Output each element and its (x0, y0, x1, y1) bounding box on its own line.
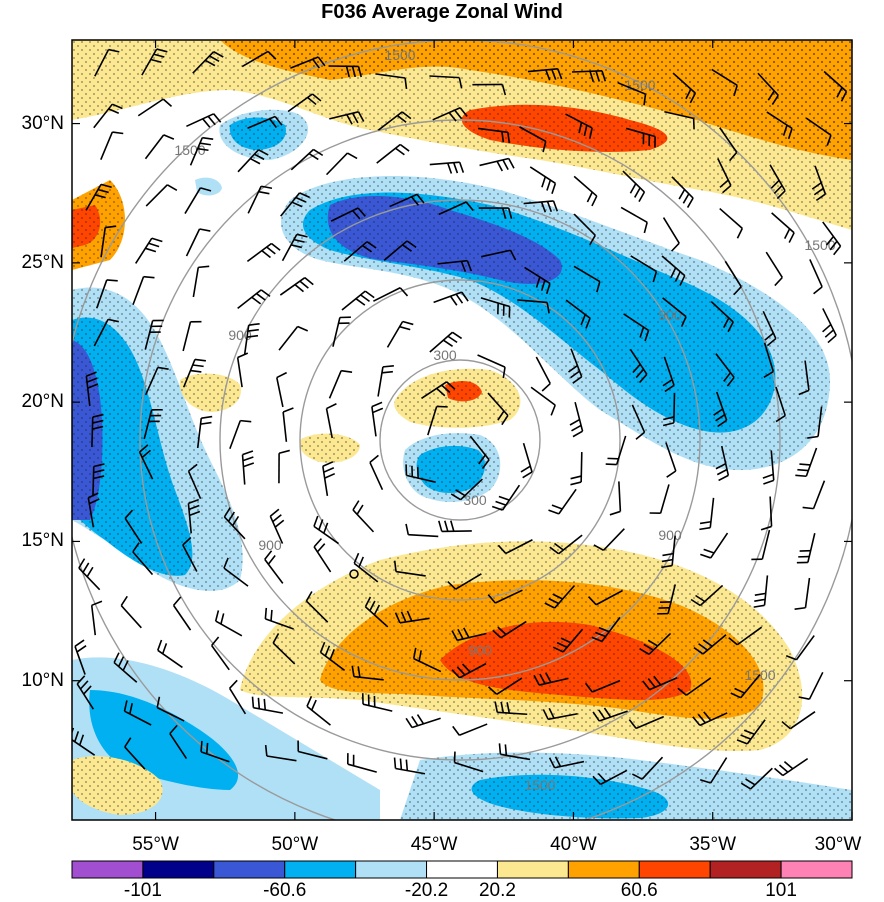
colorbar-swatch (143, 861, 214, 878)
lat-label: 30°N (0, 113, 64, 135)
range-ring-label: 1500 (384, 47, 415, 63)
colorbar-swatch (497, 861, 568, 878)
lat-label: 25°N (0, 252, 64, 274)
colorbar-label: 60.6 (599, 880, 679, 902)
colorbar-swatch (214, 861, 285, 878)
colorbar-swatch (781, 861, 852, 878)
colorbar-label: -20.2 (387, 880, 467, 902)
range-ring-label: 900 (658, 307, 682, 323)
lat-label: 10°N (0, 670, 64, 692)
lon-label: 55°W (111, 834, 201, 856)
range-ring-label: 900 (468, 642, 492, 658)
range-ring-label: 1500 (624, 77, 655, 93)
colorbar-swatch (427, 861, 498, 878)
colorbar-swatch (72, 861, 143, 878)
lon-label: 45°W (389, 834, 479, 856)
plot-area: 3003009009009009009001500150015001500150… (60, 40, 860, 840)
colorbar-swatch (356, 861, 427, 878)
lat-label: 20°N (0, 391, 64, 413)
colorbar (72, 861, 852, 878)
colorbar-label: -101 (103, 880, 183, 902)
colorbar-label: 20.2 (457, 880, 537, 902)
range-ring-label: 1500 (524, 777, 555, 793)
colorbar-swatch (710, 861, 781, 878)
colorbar-swatch (568, 861, 639, 878)
colorbar-swatch (285, 861, 356, 878)
lon-label: 40°W (528, 834, 618, 856)
range-ring-label: 900 (658, 527, 682, 543)
lon-label: 35°W (668, 834, 758, 856)
colorbar-swatch (639, 861, 710, 878)
lon-label: 30°W (793, 834, 883, 856)
colorbar-label: -60.6 (245, 880, 325, 902)
range-ring-label: 900 (258, 537, 282, 553)
lat-label: 15°N (0, 530, 64, 552)
lon-label: 50°W (250, 834, 340, 856)
colorbar-label: 101 (741, 880, 821, 902)
range-ring-label: 300 (433, 347, 457, 363)
